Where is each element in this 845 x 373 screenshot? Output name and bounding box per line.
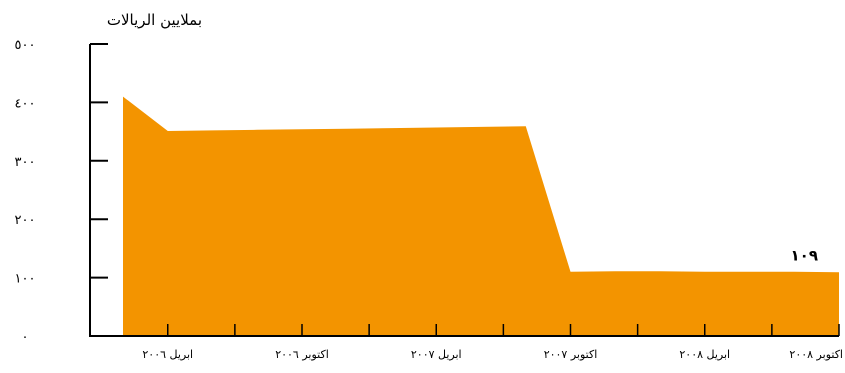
axis-layer — [89, 43, 840, 337]
y-tick-label: ٤٠٠ — [15, 96, 36, 111]
x-tick-label: ابريل ٢٠٠٧ — [411, 348, 462, 361]
x-tick-label: ابريل ٢٠٠٨ — [679, 348, 730, 361]
y-tick-labels: ٠ ١٠٠ ٢٠٠ ٣٠٠ ٤٠٠ ٥٠٠ — [15, 38, 36, 345]
y-tick-label: ٠ — [22, 330, 29, 345]
last-value-label: ١٠٩ — [791, 246, 818, 264]
area-series-0 — [123, 96, 839, 336]
unit-label: بملايين الريالات — [107, 11, 202, 29]
y-tick-label: ٢٠٠ — [15, 213, 36, 228]
x-tick-label: اكتوبر ٢٠٠٧ — [544, 348, 598, 361]
x-tick-label: ابريل ٢٠٠٦ — [142, 348, 193, 361]
y-tick-label: ٥٠٠ — [15, 38, 36, 53]
y-tick-label: ١٠٠ — [15, 272, 36, 287]
area-layer — [123, 96, 839, 336]
x-tick-labels: ابريل ٢٠٠٦ اكتوبر ٢٠٠٦ ابريل ٢٠٠٧ اكتوبر ٢٠… — [142, 348, 843, 361]
x-tick-label: اكتوبر ٢٠٠٨ — [789, 348, 843, 361]
y-tick-label: ٣٠٠ — [15, 155, 36, 170]
x-tick-label: اكتوبر ٢٠٠٦ — [275, 348, 329, 361]
